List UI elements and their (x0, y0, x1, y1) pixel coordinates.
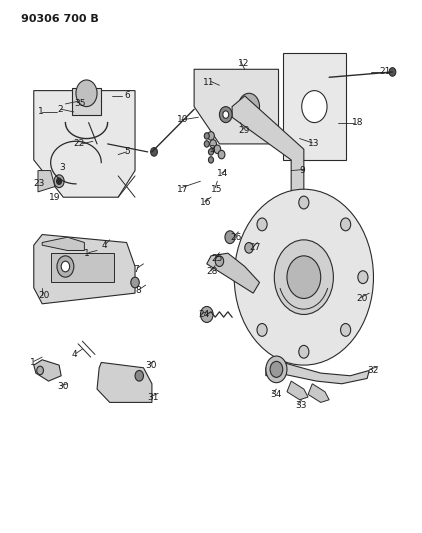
Text: 21: 21 (380, 68, 391, 76)
Text: 33: 33 (295, 401, 307, 409)
Circle shape (215, 256, 224, 266)
Circle shape (287, 256, 321, 298)
Circle shape (341, 324, 351, 336)
Text: 4: 4 (72, 350, 77, 359)
Circle shape (234, 189, 373, 365)
Circle shape (151, 148, 157, 156)
Text: 1: 1 (84, 249, 90, 257)
Polygon shape (42, 237, 84, 251)
Circle shape (302, 91, 327, 123)
Circle shape (218, 150, 225, 159)
Circle shape (57, 178, 62, 184)
Circle shape (200, 306, 213, 322)
Text: 3: 3 (59, 164, 65, 172)
Polygon shape (194, 69, 279, 144)
Circle shape (37, 366, 43, 375)
Circle shape (204, 141, 209, 147)
Circle shape (274, 240, 333, 314)
Text: 1: 1 (38, 108, 44, 116)
Text: 22: 22 (74, 140, 85, 148)
Text: 90306 700 B: 90306 700 B (21, 14, 99, 23)
Circle shape (257, 218, 267, 231)
Polygon shape (34, 235, 135, 304)
Text: 14: 14 (217, 169, 229, 177)
Text: 6: 6 (124, 92, 130, 100)
Polygon shape (287, 381, 308, 400)
Text: 26: 26 (230, 233, 241, 241)
Text: 13: 13 (308, 140, 319, 148)
Polygon shape (232, 96, 304, 240)
Circle shape (245, 243, 253, 253)
Circle shape (208, 149, 214, 155)
Text: 20: 20 (38, 292, 49, 300)
Circle shape (238, 93, 260, 120)
Circle shape (135, 370, 143, 381)
Text: 30: 30 (57, 382, 68, 391)
Circle shape (219, 107, 232, 123)
Text: 34: 34 (270, 390, 281, 399)
Polygon shape (34, 91, 135, 197)
Text: 11: 11 (203, 78, 214, 87)
Text: 27: 27 (249, 244, 260, 252)
Text: 35: 35 (74, 100, 85, 108)
Circle shape (257, 324, 267, 336)
Circle shape (208, 132, 214, 140)
Text: 3: 3 (209, 145, 215, 154)
Text: 15: 15 (211, 185, 222, 193)
Text: 24: 24 (198, 310, 210, 319)
Polygon shape (308, 384, 329, 402)
Polygon shape (266, 362, 369, 384)
Circle shape (214, 145, 221, 154)
Circle shape (358, 271, 368, 284)
Text: 20: 20 (357, 294, 368, 303)
Text: 28: 28 (207, 268, 218, 276)
Text: 30: 30 (146, 361, 157, 369)
Text: 23: 23 (34, 180, 45, 188)
Text: 12: 12 (238, 60, 250, 68)
Text: 17: 17 (177, 185, 189, 193)
Text: 31: 31 (148, 393, 159, 401)
Circle shape (76, 80, 97, 107)
Circle shape (299, 196, 309, 209)
Circle shape (299, 345, 309, 358)
Text: 9: 9 (300, 166, 306, 175)
Circle shape (240, 271, 250, 284)
Polygon shape (207, 253, 260, 293)
Text: 5: 5 (124, 148, 130, 156)
Polygon shape (38, 171, 55, 192)
Circle shape (389, 68, 396, 76)
Circle shape (54, 175, 64, 188)
Circle shape (131, 277, 139, 288)
Circle shape (223, 111, 229, 118)
Text: 8: 8 (135, 286, 141, 295)
Polygon shape (283, 53, 346, 160)
Circle shape (341, 218, 351, 231)
Text: 29: 29 (238, 126, 250, 135)
Text: 4: 4 (101, 241, 107, 249)
Bar (51, 253, 114, 282)
Text: 18: 18 (352, 118, 364, 127)
Circle shape (208, 157, 214, 163)
Text: 2: 2 (57, 105, 62, 114)
Polygon shape (34, 360, 61, 381)
Circle shape (225, 231, 235, 244)
Circle shape (61, 261, 70, 272)
Circle shape (204, 133, 209, 139)
Text: 10: 10 (177, 116, 189, 124)
Text: 32: 32 (367, 366, 379, 375)
Circle shape (57, 256, 74, 277)
Text: 7: 7 (133, 265, 139, 273)
Circle shape (210, 140, 216, 148)
Circle shape (266, 356, 287, 383)
Text: 19: 19 (49, 193, 60, 201)
Bar (283, 235, 308, 248)
Bar (72, 88, 101, 115)
Text: 25: 25 (211, 254, 222, 263)
Polygon shape (97, 362, 152, 402)
Circle shape (270, 361, 283, 377)
Text: 1: 1 (30, 358, 35, 367)
Text: 16: 16 (200, 198, 212, 207)
